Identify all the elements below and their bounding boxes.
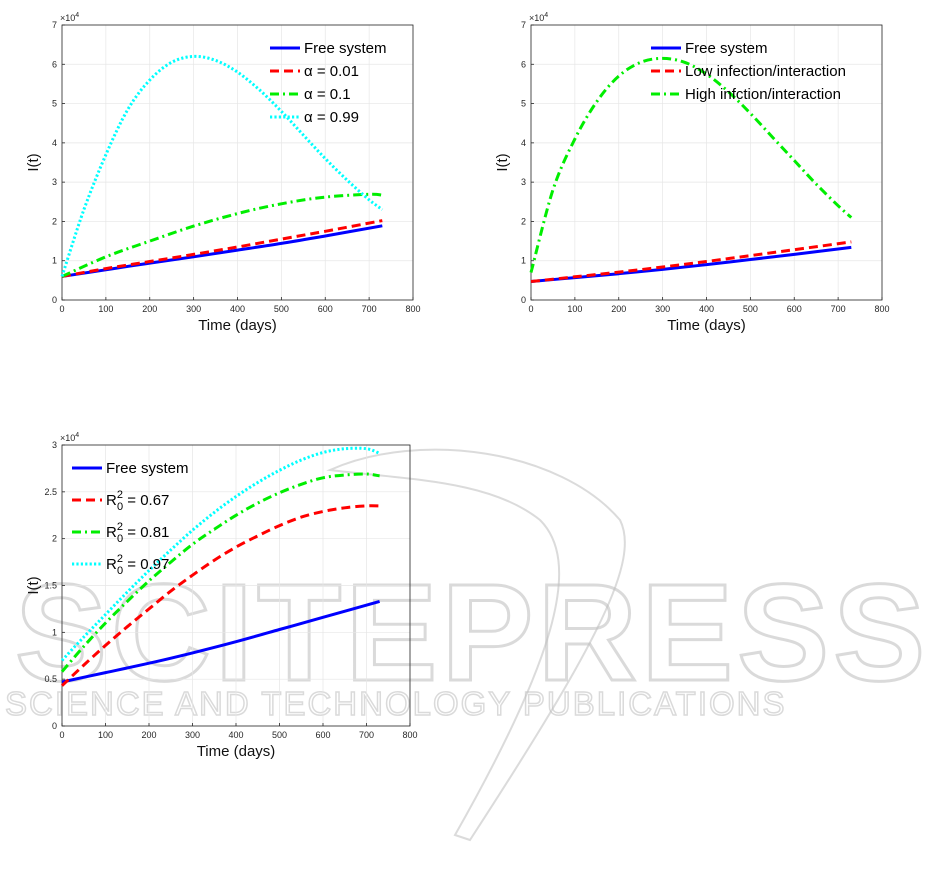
watermark-main-text: SCITEPRESS bbox=[15, 556, 927, 710]
series-line-1 bbox=[530, 240, 852, 284]
x-tick-label: 200 bbox=[611, 304, 626, 314]
y-tick-label: 1.5 bbox=[44, 581, 57, 591]
y-tick-label: 4 bbox=[521, 138, 526, 148]
y-axis-title: I(t) bbox=[25, 576, 42, 594]
legend: Free system R2 0 = 0.67 R2 0 = 0.81 R2 0 = 0.9… bbox=[72, 460, 189, 577]
y-tick-label: 2 bbox=[52, 534, 57, 544]
y-tick-label: 2 bbox=[521, 216, 526, 226]
watermark: SCITEPRESS SCIENCE AND TECHNOLOGY PUBLIC… bbox=[4, 448, 927, 842]
x-tick-label: 100 bbox=[567, 304, 582, 314]
watermark-swoosh bbox=[326, 448, 626, 842]
legend-label: Low infection/interaction bbox=[685, 63, 846, 80]
watermark-sub-text: SCIENCE AND TECHNOLOGY PUBLICATIONS bbox=[5, 685, 787, 722]
x-tick-label: 200 bbox=[142, 304, 157, 314]
y-tick-label: 1 bbox=[521, 256, 526, 266]
x-tick-label: 600 bbox=[318, 304, 333, 314]
x-tick-label: 800 bbox=[402, 730, 417, 740]
y-tick-label: 5 bbox=[521, 99, 526, 109]
y-tick-label: 3 bbox=[52, 177, 57, 187]
legend-label: α = 0.01 bbox=[304, 63, 359, 80]
y-tick-label: 3 bbox=[521, 177, 526, 187]
series-line-3 bbox=[60, 446, 381, 662]
x-tick-label: 800 bbox=[405, 304, 420, 314]
x-tick-label: 300 bbox=[186, 304, 201, 314]
series-line-0 bbox=[61, 599, 381, 684]
legend-label: R2 0 = 0.81 bbox=[106, 521, 169, 545]
y-exponent-label: ×104 bbox=[60, 432, 79, 443]
x-tick-label: 0 bbox=[528, 304, 533, 314]
x-tick-label: 600 bbox=[315, 730, 330, 740]
y-exponent-label: ×104 bbox=[60, 12, 79, 23]
x-tick-label: 500 bbox=[272, 730, 287, 740]
y-tick-label: 0 bbox=[521, 295, 526, 305]
y-tick-label: 7 bbox=[521, 20, 526, 30]
y-tick-label: 1 bbox=[52, 256, 57, 266]
series-line-1 bbox=[60, 504, 380, 687]
x-tick-label: 300 bbox=[185, 730, 200, 740]
y-tick-label: 5 bbox=[52, 99, 57, 109]
x-tick-label: 800 bbox=[874, 304, 889, 314]
y-tick-label: 0 bbox=[52, 295, 57, 305]
y-axis-title: I(t) bbox=[25, 153, 42, 171]
x-tick-label: 700 bbox=[362, 304, 377, 314]
series-line-2 bbox=[61, 192, 383, 278]
legend-label: Free system bbox=[106, 460, 189, 477]
x-tick-label: 100 bbox=[98, 730, 113, 740]
y-tick-label: 1 bbox=[52, 627, 57, 637]
y-exponent-label: ×104 bbox=[529, 12, 548, 23]
x-axis-title: Time (days) bbox=[197, 743, 276, 760]
chart-panel-alpha: 0 100 200 300 400 500 600 700 800 0 1 2 3 4 5 6 7×104 Tim… bbox=[25, 12, 421, 334]
x-tick-label: 0 bbox=[59, 730, 64, 740]
y-tick-label: 6 bbox=[521, 59, 526, 69]
x-tick-label: 200 bbox=[141, 730, 156, 740]
y-tick-label: 3 bbox=[52, 440, 57, 450]
x-tick-label: 0 bbox=[59, 304, 64, 314]
x-tick-label: 600 bbox=[787, 304, 802, 314]
legend-label: R2 0 = 0.97 bbox=[106, 553, 169, 577]
series-group bbox=[60, 446, 381, 687]
legend-label: Free system bbox=[304, 40, 387, 57]
y-tick-label: 0 bbox=[52, 721, 57, 731]
y-tick-label: 4 bbox=[52, 138, 57, 148]
x-tick-label: 400 bbox=[699, 304, 714, 314]
series-line-2 bbox=[60, 472, 380, 673]
x-tick-label: 700 bbox=[831, 304, 846, 314]
series-line-3 bbox=[60, 54, 384, 277]
series-group bbox=[60, 54, 384, 278]
y-tick-label: 7 bbox=[52, 20, 57, 30]
chart-panel-r0: 0 100 200 300 400 500 600 700 800 0 0.5 1 1.5 2 2.5 3×1… bbox=[25, 432, 418, 760]
x-tick-label: 500 bbox=[274, 304, 289, 314]
x-tick-label: 400 bbox=[228, 730, 243, 740]
x-tick-label: 700 bbox=[359, 730, 374, 740]
x-tick-label: 400 bbox=[230, 304, 245, 314]
grid bbox=[61, 24, 414, 301]
chart-panel-interaction: 0 100 200 300 400 500 600 700 800 0 1 2 3 4 5 6 7×104 Tim… bbox=[494, 12, 890, 334]
y-axis-title: I(t) bbox=[494, 153, 511, 171]
x-tick-label: 500 bbox=[743, 304, 758, 314]
y-tick-label: 2 bbox=[52, 216, 57, 226]
y-tick-label: 6 bbox=[52, 59, 57, 69]
legend-label: High infction/interaction bbox=[685, 86, 841, 103]
series-line-2 bbox=[529, 56, 853, 273]
x-tick-label: 300 bbox=[655, 304, 670, 314]
y-tick-label: 0.5 bbox=[44, 674, 57, 684]
x-tick-label: 100 bbox=[98, 304, 113, 314]
series-line-1 bbox=[61, 219, 383, 278]
legend-label: α = 0.99 bbox=[304, 109, 359, 126]
legend-label: R2 0 = 0.67 bbox=[106, 489, 169, 513]
legend-label: α = 0.1 bbox=[304, 86, 351, 103]
series-group bbox=[529, 56, 853, 284]
legend: Free system Low infection/interaction High… bbox=[651, 40, 846, 103]
legend-label: Free system bbox=[685, 40, 768, 57]
y-tick-label: 2.5 bbox=[44, 487, 57, 497]
legend: Free system α = 0.01 α = 0.1 α = 0.99 bbox=[270, 40, 387, 126]
x-axis-title: Time (days) bbox=[667, 317, 746, 334]
x-axis-title: Time (days) bbox=[198, 317, 277, 334]
